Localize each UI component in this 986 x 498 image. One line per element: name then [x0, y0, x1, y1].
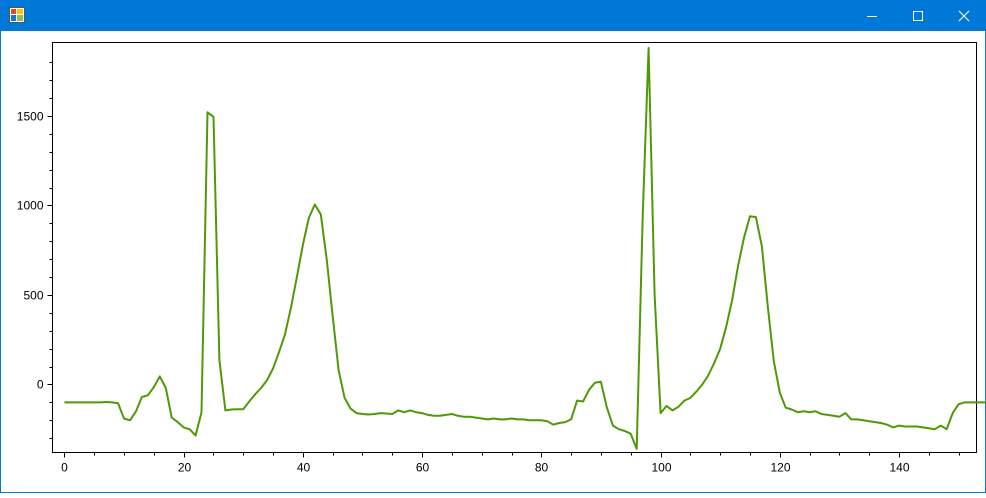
y-tick-label: 0 — [37, 378, 44, 392]
x-tick-label: 0 — [61, 461, 68, 475]
x-tick-label: 80 — [535, 461, 549, 475]
line-chart: 0 500 1000 1500 0 20 40 60 80 100 120 140 — [17, 42, 986, 475]
y-tick-label: 1500 — [17, 110, 44, 124]
maximize-icon — [913, 10, 923, 21]
y-tick-label: 1000 — [17, 199, 44, 213]
title-bar[interactable] — [1, 0, 986, 31]
x-axis: 0 20 40 60 80 100 120 140 — [61, 452, 960, 475]
chart-area: 0 500 1000 1500 0 20 40 60 80 100 120 140 — [1, 31, 986, 493]
x-tick-label: 140 — [889, 461, 909, 475]
x-tick-label: 20 — [178, 461, 192, 475]
y-axis: 0 500 1000 1500 — [17, 62, 53, 439]
x-tick-label: 120 — [770, 461, 790, 475]
minimize-icon — [867, 15, 877, 17]
close-icon — [958, 10, 970, 21]
y-tick-label: 500 — [23, 289, 43, 303]
minimize-button[interactable] — [849, 0, 895, 31]
series-layer — [64, 46, 986, 450]
x-tick-label: 60 — [416, 461, 430, 475]
x-tick-label: 40 — [297, 461, 311, 475]
maximize-button[interactable] — [895, 0, 941, 31]
x-tick-label: 100 — [651, 461, 671, 475]
plot-frame — [52, 42, 977, 453]
series-line — [64, 46, 986, 450]
close-button[interactable] — [941, 0, 986, 31]
app-icon[interactable] — [9, 7, 25, 23]
